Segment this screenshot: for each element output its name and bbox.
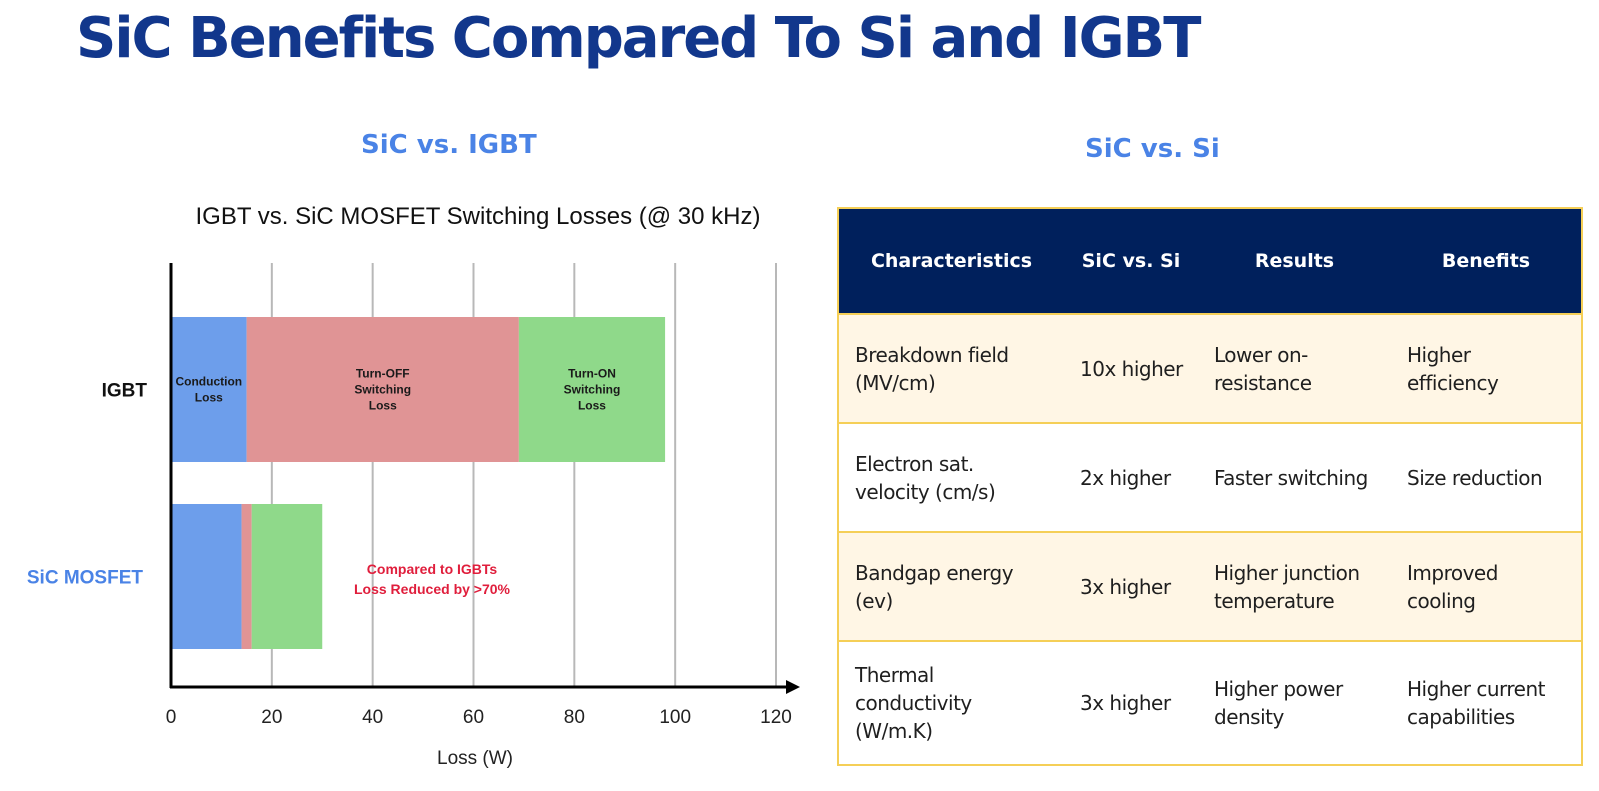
table-header-1: SiC vs. Si xyxy=(1064,208,1198,314)
table-cell: 3x higher xyxy=(1064,531,1198,641)
x-axis-label: Loss (W) xyxy=(437,748,513,769)
chart-axes xyxy=(169,263,800,694)
section-heading-sic-vs-si: SiC vs. Si xyxy=(1085,134,1220,164)
table-cell: Size reduction xyxy=(1391,422,1582,532)
section-heading-sic-vs-igbt: SiC vs. IGBT xyxy=(361,130,537,160)
segment-label-turn_on: Loss xyxy=(578,399,606,413)
sic-vs-si-table-container: Characteristics SiC vs. Si Results Benefits… xyxy=(837,207,1583,766)
table-header-2: Results xyxy=(1198,208,1391,314)
page-title: SiC Benefits Compared To Si and IGBT xyxy=(76,6,1201,71)
table-cell: Electron sat. velocity (cm/s) xyxy=(838,422,1064,532)
category-label-1: SiC MOSFET xyxy=(27,568,144,589)
segment-label-turn_on: Turn-ON xyxy=(568,367,616,381)
table-header-row: Characteristics SiC vs. Si Results Benefits xyxy=(838,208,1582,314)
table-cell: Higher current capabilities xyxy=(1391,640,1582,765)
segment-label-turn_off: Turn-OFF xyxy=(356,367,410,381)
table-cell: Higher efficiency xyxy=(1391,313,1582,423)
x-tick-label-20: 20 xyxy=(261,707,282,728)
x-tick-label-100: 100 xyxy=(659,707,691,728)
bar-turn_on-1 xyxy=(251,504,323,649)
segment-label-conduction: Conduction xyxy=(175,375,242,389)
table-row: Thermal conductivity (W/m.K) 3x higher Highe… xyxy=(838,640,1582,765)
sic-vs-si-table: Characteristics SiC vs. Si Results Benefits… xyxy=(837,207,1583,766)
segment-label-turn_off: Switching xyxy=(354,383,411,397)
bar-conduction-0 xyxy=(171,317,247,462)
bar-turn_off-1 xyxy=(241,504,252,649)
chart-title: IGBT vs. SiC MOSFET Switching Losses (@ … xyxy=(196,203,761,230)
table-cell: Faster switching xyxy=(1198,422,1391,532)
table-cell: Thermal conductivity (W/m.K) xyxy=(838,640,1064,765)
table-cell: Improved cooling xyxy=(1391,531,1582,641)
bar-turn_on-0 xyxy=(518,317,666,462)
table-cell: Bandgap energy (ev) xyxy=(838,531,1064,641)
table-cell: 2x higher xyxy=(1064,422,1198,532)
table-cell: Higher power density xyxy=(1198,640,1391,765)
bar-turn_off-0 xyxy=(246,317,519,462)
switching-losses-chart: IGBT vs. SiC MOSFET Switching Losses (@ … xyxy=(27,203,800,769)
chart-annotation: Loss Reduced by >70% xyxy=(354,581,511,597)
x-tick-label-60: 60 xyxy=(463,707,484,728)
table-row: Breakdown field (MV/cm) 10x higher Lower on… xyxy=(838,313,1582,423)
table-row: Bandgap energy (ev) 3x higher Higher juncti… xyxy=(838,531,1582,641)
segment-label-conduction: Loss xyxy=(195,391,223,405)
segment-label-turn_on: Switching xyxy=(564,383,621,397)
table-row: Electron sat. velocity (cm/s) 2x higher Fas… xyxy=(838,422,1582,532)
table-cell: Lower on-resistance xyxy=(1198,313,1391,423)
chart-labels: IGBT vs. SiC MOSFET Switching Losses (@ … xyxy=(27,203,792,769)
table-cell: Breakdown field (MV/cm) xyxy=(838,313,1064,423)
x-tick-label-40: 40 xyxy=(362,707,383,728)
table-header-3: Benefits xyxy=(1391,208,1582,314)
table-header-0: Characteristics xyxy=(838,208,1064,314)
table-cell: 3x higher xyxy=(1064,640,1198,765)
segment-label-turn_off: Loss xyxy=(369,399,397,413)
bar-conduction-1 xyxy=(171,504,242,649)
x-axis-arrow xyxy=(786,680,800,694)
chart-annotation: Compared to IGBTs xyxy=(367,561,498,577)
chart-bars xyxy=(171,317,666,649)
category-label-0: IGBT xyxy=(102,381,148,402)
table-body: Breakdown field (MV/cm) 10x higher Lower on… xyxy=(838,313,1582,765)
table-cell: Higher junction temperature xyxy=(1198,531,1391,641)
x-tick-label-80: 80 xyxy=(564,707,585,728)
x-tick-label-120: 120 xyxy=(760,707,792,728)
table-cell: 10x higher xyxy=(1064,313,1198,423)
x-tick-label-0: 0 xyxy=(166,707,177,728)
